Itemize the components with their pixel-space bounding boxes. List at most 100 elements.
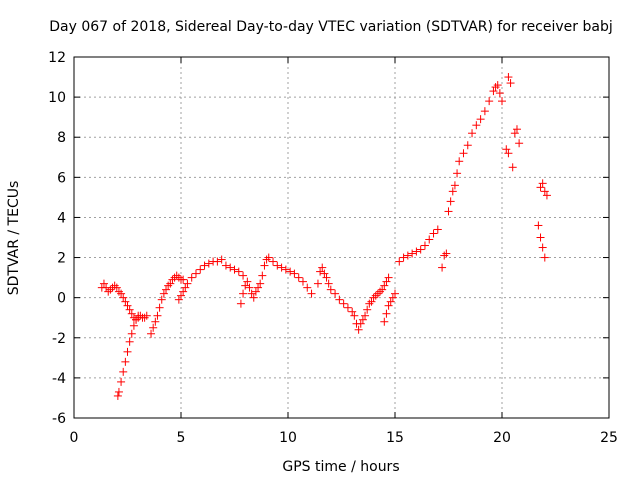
data-point — [286, 267, 295, 276]
data-point — [399, 253, 408, 262]
data-point — [155, 303, 164, 312]
data-point — [384, 301, 393, 310]
data-point — [540, 253, 549, 262]
data-point — [403, 251, 412, 260]
data-point — [164, 281, 173, 290]
data-point — [331, 289, 340, 298]
data-point — [132, 315, 141, 324]
data-point — [316, 267, 325, 276]
x-tick-label: 20 — [493, 430, 511, 446]
data-point — [425, 235, 434, 244]
data-point — [230, 265, 239, 274]
data-point — [320, 269, 329, 278]
data-point — [506, 79, 515, 88]
data-point — [313, 279, 322, 288]
data-point — [363, 305, 372, 314]
data-point — [538, 243, 547, 252]
data-point — [247, 289, 256, 298]
data-point — [504, 149, 513, 158]
data-point — [221, 261, 230, 270]
data-point — [162, 285, 171, 294]
data-point — [433, 225, 442, 234]
data-point — [508, 163, 517, 172]
data-point — [536, 183, 545, 192]
data-point — [453, 169, 462, 178]
data-point — [273, 261, 282, 270]
data-point — [264, 253, 273, 262]
data-point — [142, 311, 151, 320]
data-point — [174, 295, 183, 304]
y-tick-label: 8 — [57, 130, 66, 146]
data-point — [440, 251, 449, 260]
data-point — [538, 179, 547, 188]
data-point — [510, 129, 519, 138]
data-point — [348, 307, 357, 316]
data-point — [444, 207, 453, 216]
data-point — [179, 275, 188, 284]
data-point — [117, 289, 126, 298]
data-point — [412, 247, 421, 256]
data-point — [416, 245, 425, 254]
data-point — [196, 265, 205, 274]
data-point — [356, 319, 365, 328]
data-point — [121, 297, 130, 306]
data-point — [322, 273, 331, 282]
data-point — [318, 263, 327, 272]
data-point — [183, 279, 192, 288]
data-point — [236, 299, 245, 308]
x-tick-label: 5 — [177, 430, 186, 446]
data-point — [495, 89, 504, 98]
data-point — [384, 273, 393, 282]
data-points — [97, 73, 551, 400]
data-point — [534, 221, 543, 230]
data-point — [450, 181, 459, 190]
data-point — [127, 329, 136, 338]
data-point — [335, 295, 344, 304]
y-tick-label: 6 — [57, 170, 66, 186]
data-point — [157, 295, 166, 304]
data-point — [234, 267, 243, 276]
y-tick-label: 12 — [48, 50, 66, 66]
data-point — [354, 325, 363, 334]
x-tick-label: 25 — [600, 430, 618, 446]
data-point — [378, 285, 387, 294]
data-point — [174, 273, 183, 282]
data-point — [239, 271, 248, 280]
y-tick-label: -4 — [52, 371, 66, 387]
data-point — [294, 273, 303, 282]
data-point — [391, 289, 399, 298]
data-point — [147, 329, 156, 338]
data-point — [380, 317, 389, 326]
data-point — [119, 367, 128, 376]
data-point — [429, 229, 438, 238]
x-tick-label: 15 — [386, 430, 404, 446]
y-tick-label: 10 — [48, 90, 66, 106]
data-point — [476, 115, 485, 124]
data-point — [251, 287, 260, 296]
data-point — [298, 277, 307, 286]
data-point — [127, 309, 136, 318]
data-point — [187, 273, 196, 282]
data-point — [395, 257, 404, 266]
data-point — [106, 285, 115, 294]
data-point — [123, 347, 132, 356]
data-point — [149, 323, 158, 332]
data-point — [358, 315, 367, 324]
data-point — [290, 269, 299, 278]
y-axis-ticks: -6 -4 -2 0 2 4 6 8 10 12 — [48, 50, 609, 427]
data-point — [371, 291, 380, 300]
data-point — [512, 125, 521, 134]
data-point — [493, 81, 502, 90]
data-point — [459, 149, 468, 158]
data-point — [339, 299, 348, 308]
y-tick-label: -2 — [52, 331, 66, 347]
y-axis-label: SDTVAR / TECUs — [6, 181, 22, 296]
data-point — [438, 263, 447, 272]
data-point — [256, 279, 265, 288]
data-point — [213, 257, 222, 266]
data-point — [472, 121, 481, 130]
data-point — [140, 313, 149, 322]
data-point — [117, 377, 126, 386]
data-point — [166, 279, 175, 288]
